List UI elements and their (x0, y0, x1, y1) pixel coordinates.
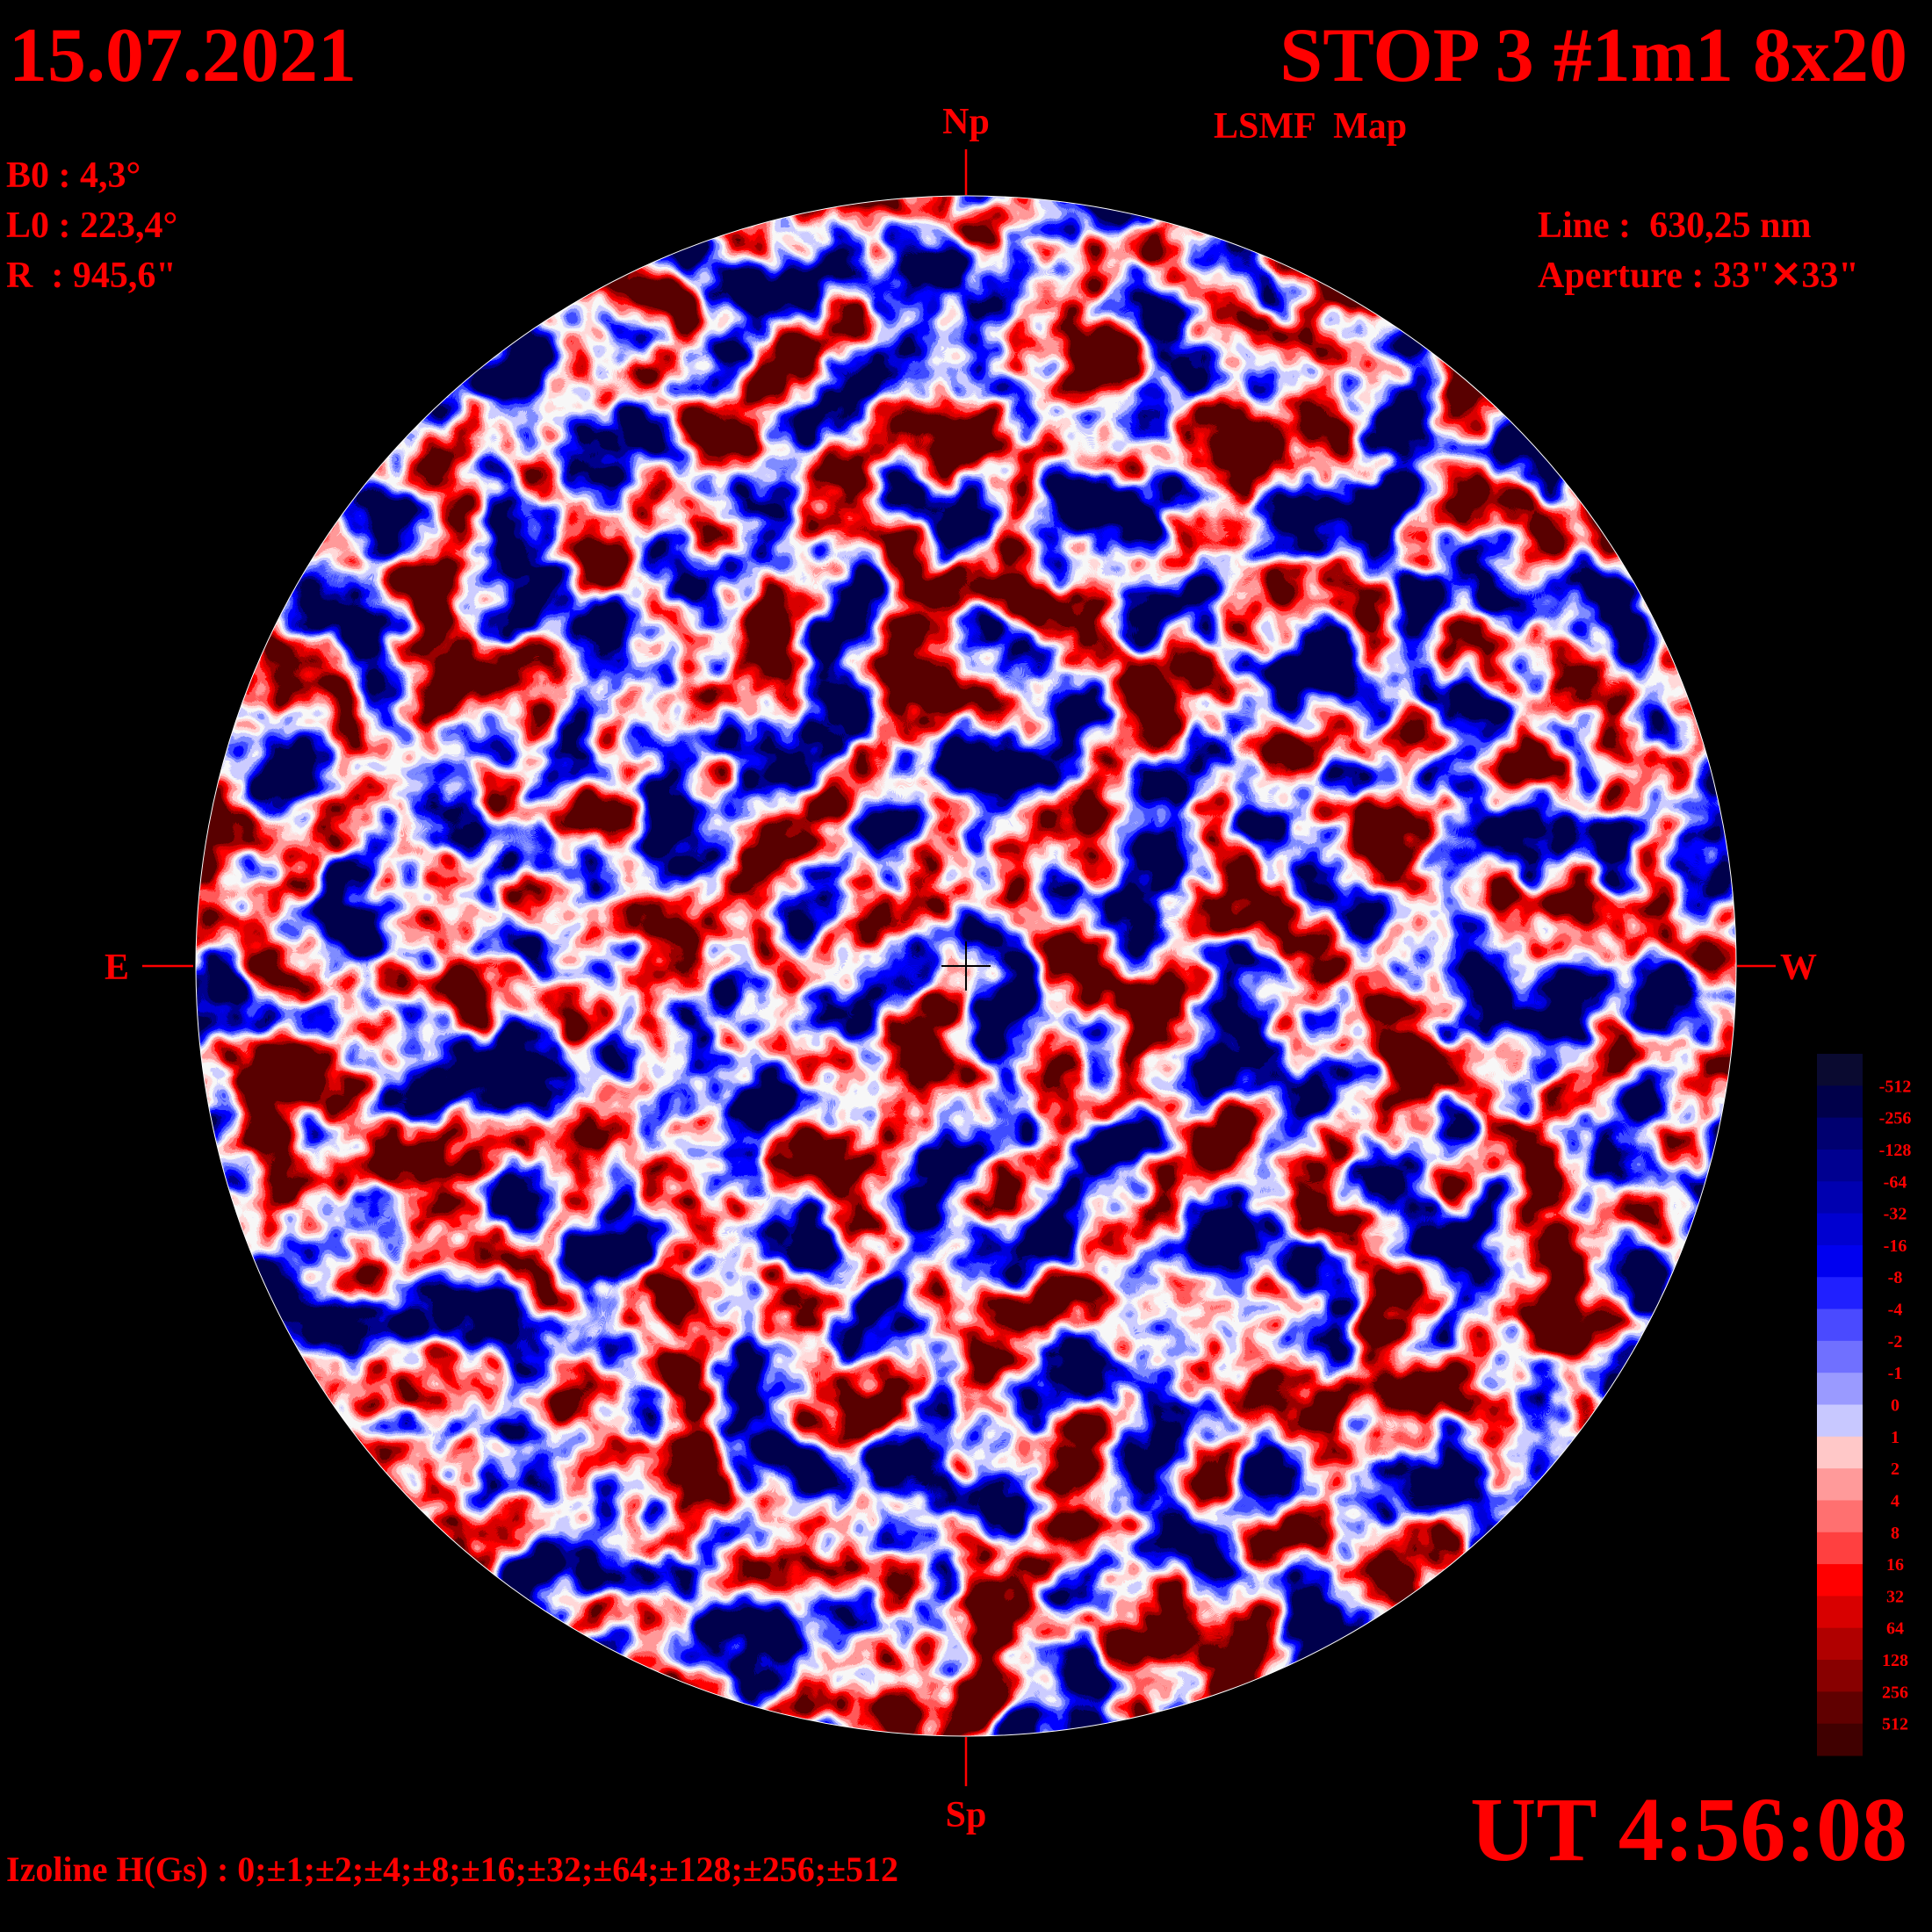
instrument: Line : 630,25 nm (1538, 205, 1812, 246)
colorbar-label: -512 (1879, 1077, 1912, 1096)
colorbar-swatch (1817, 1213, 1863, 1246)
colorbar-label: -64 (1884, 1172, 1907, 1192)
colorbar-label: -2 (1888, 1332, 1903, 1352)
colorbar-label: 32 (1886, 1587, 1904, 1606)
parameter: B0 : 4,3° (6, 155, 141, 196)
colorbar-label: 0 (1891, 1396, 1900, 1416)
instrument: Aperture : 33"✕33" (1538, 256, 1859, 296)
date: 15.07.2021 (9, 13, 357, 98)
colorbar-label: 8 (1891, 1524, 1900, 1543)
parameter: R : 945,6" (6, 256, 177, 296)
colorbar-swatch (1817, 1564, 1863, 1597)
colorbar-swatch (1817, 1373, 1863, 1405)
colorbar-swatch (1817, 1660, 1863, 1692)
footer: Izoline H(Gs) : 0;±1;±2;±4;±8;±16;±32;±6… (6, 1849, 898, 1889)
parameter: L0 : 223,4° (6, 205, 177, 246)
colorbar-swatch (1817, 1244, 1863, 1278)
colorbar-label: 4 (1891, 1491, 1900, 1510)
time: UT 4:56:08 (1470, 1779, 1907, 1880)
colorbar-swatch (1817, 1468, 1863, 1501)
colorbar-swatch (1817, 1308, 1863, 1342)
direction: Np (942, 102, 990, 142)
colorbar-swatch (1817, 1277, 1863, 1310)
colorbar-swatch (1817, 1627, 1863, 1661)
direction: Sp (946, 1795, 987, 1835)
colorbar-label: -128 (1879, 1141, 1912, 1160)
colorbar-swatch (1817, 1117, 1863, 1150)
colorbar-swatch (1817, 1181, 1863, 1215)
disk-edge (195, 195, 1737, 1737)
colorbar-swatch (1817, 1500, 1863, 1533)
colorbar-label: 1 (1891, 1428, 1900, 1447)
colorbar-swatch (1817, 1149, 1863, 1182)
colorbar-swatch (1817, 1054, 1863, 1086)
colorbar-label: 128 (1882, 1651, 1908, 1670)
subtitle: LSMF Map (1214, 106, 1407, 147)
colorbar-swatch (1817, 1404, 1863, 1438)
colorbar-label: 16 (1886, 1555, 1904, 1575)
colorbar-label: -16 (1884, 1236, 1907, 1256)
colorbar-label: -256 (1879, 1109, 1912, 1128)
colorbar-label: 2 (1891, 1460, 1900, 1479)
colorbar-label: 64 (1886, 1619, 1904, 1639)
colorbar: -512 -256 -128 -64 -32 -16 -8 -4 -2 -1 0 1 2 4 8 16 32 64… (1817, 1054, 1911, 1756)
colorbar-swatch (1817, 1436, 1863, 1469)
title: STOP 3 #1m1 8x20 (1280, 13, 1907, 98)
colorbar-swatch (1817, 1085, 1863, 1119)
colorbar-label: -8 (1888, 1268, 1903, 1287)
colorbar-label: -4 (1888, 1301, 1903, 1320)
colorbar-swatch (1817, 1340, 1863, 1373)
colorbar-label: 256 (1882, 1683, 1908, 1702)
colorbar-swatch (1817, 1532, 1863, 1565)
colorbar-label: -32 (1884, 1205, 1907, 1224)
colorbar-label: -1 (1888, 1364, 1903, 1383)
colorbar-swatch (1817, 1691, 1863, 1725)
colorbar-swatch (1817, 1723, 1863, 1756)
direction: E (105, 948, 129, 988)
colorbar-label: 512 (1882, 1715, 1908, 1734)
direction: W (1780, 948, 1817, 988)
colorbar-swatch (1817, 1596, 1863, 1629)
